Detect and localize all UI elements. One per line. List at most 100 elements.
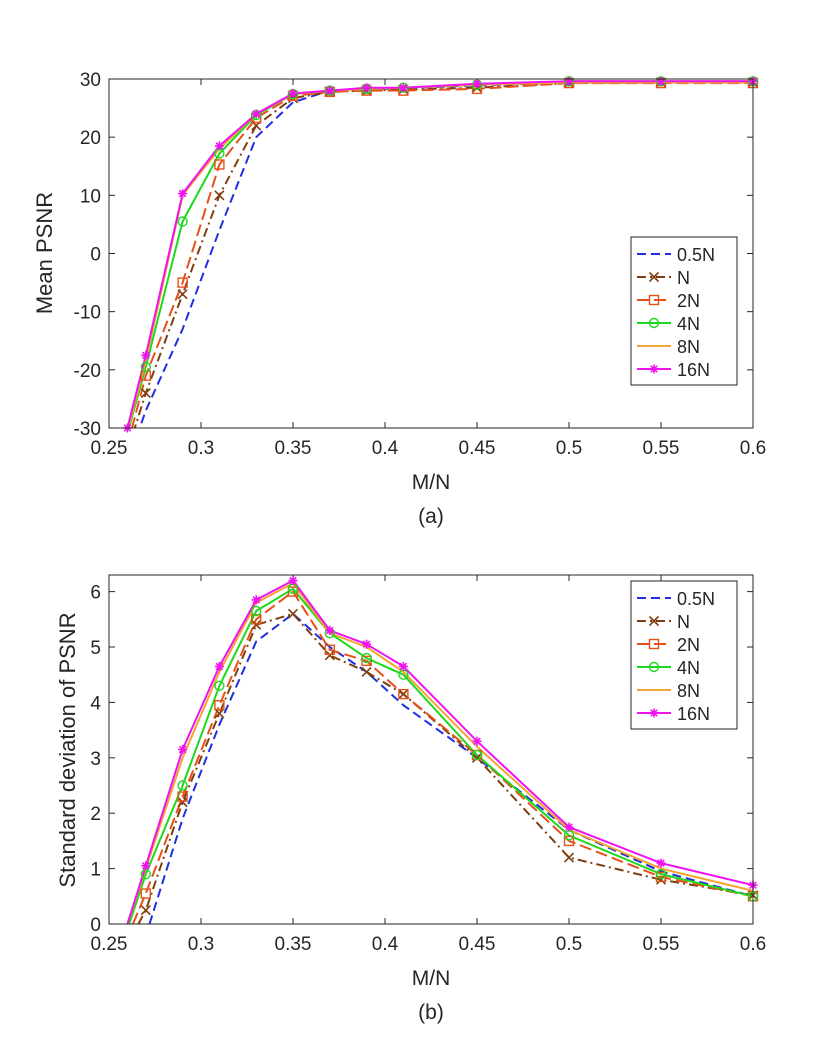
legend-entry: 2N bbox=[677, 635, 700, 655]
series-point-N bbox=[287, 608, 299, 619]
legend-entry: 4N bbox=[677, 314, 700, 334]
series-point-16N bbox=[362, 639, 372, 649]
legend-marker bbox=[648, 638, 660, 650]
series-point-4N bbox=[177, 216, 188, 227]
chart-a: 0.25 0.3 0.35 0.4 0.45 0.5 0.55 0.6 -30 -20 -10 0 10… bbox=[32, 70, 766, 528]
legend-marker bbox=[649, 708, 659, 718]
series-point-16N bbox=[141, 350, 151, 360]
series-point-2N bbox=[563, 835, 575, 847]
axes-b: 0.25 0.3 0.35 0.4 0.45 0.5 0.55 0.6 0 1 2 3 4 5 6 bbox=[90, 575, 766, 955]
legend-entry: 8N bbox=[677, 337, 700, 357]
legend-entry: 2N bbox=[677, 291, 700, 311]
series-point-16N bbox=[362, 83, 372, 93]
caption-a: (a) bbox=[418, 505, 444, 528]
series-point-2N bbox=[214, 159, 225, 170]
series-point-4N bbox=[140, 361, 152, 373]
y-tick-label: 0 bbox=[90, 245, 101, 266]
series-point-N bbox=[471, 752, 483, 763]
series-point-2N bbox=[655, 871, 667, 883]
x-tick-label: 0.6 bbox=[740, 934, 766, 955]
series-point-N bbox=[251, 619, 262, 630]
y-tick-label: -30 bbox=[74, 419, 101, 440]
series-point-16N bbox=[325, 86, 335, 96]
x-tick-label: 0.4 bbox=[372, 934, 399, 955]
axes-box-b bbox=[108, 574, 754, 925]
series-point-16N bbox=[178, 745, 188, 754]
x-tick-label: 0.5 bbox=[556, 934, 582, 955]
series-point-16N bbox=[288, 89, 298, 99]
axes-a: 0.25 0.3 0.35 0.4 0.45 0.5 0.55 0.6 -30 -20 -10 0 10… bbox=[74, 70, 767, 459]
series-point-4N bbox=[214, 680, 225, 691]
x-tick-label: 0.55 bbox=[643, 934, 680, 955]
series-point-N bbox=[324, 650, 335, 661]
x-tick-label: 0.5 bbox=[556, 438, 582, 459]
series-point-16N bbox=[472, 79, 482, 89]
series-point-4N bbox=[361, 652, 372, 664]
legend-box bbox=[630, 236, 738, 386]
legend-entry: 0.5N bbox=[677, 245, 715, 265]
series-point-N bbox=[140, 905, 151, 916]
legend-marker bbox=[649, 364, 659, 374]
series-point-4N bbox=[471, 749, 483, 761]
y-tick-label: 6 bbox=[90, 583, 101, 604]
legend-entry: 4N bbox=[677, 658, 700, 678]
legend-b: 0.5N N 2N 4N 8N 16N bbox=[630, 580, 738, 730]
y-tick-label: 10 bbox=[80, 186, 101, 207]
series-point-2N bbox=[140, 888, 152, 899]
series-point-2N bbox=[361, 655, 372, 667]
x-tick-label: 0.25 bbox=[91, 438, 128, 459]
series-point-16N bbox=[398, 661, 408, 671]
legend-a: 0.5N N 2N 4N 8N 16N bbox=[630, 236, 738, 386]
legend-entry: N bbox=[677, 612, 690, 632]
legend-marker bbox=[648, 615, 660, 627]
legend-marker bbox=[648, 317, 660, 329]
markers-group-b bbox=[140, 576, 759, 916]
series-point-4N bbox=[177, 780, 188, 791]
legend-marker bbox=[648, 271, 660, 283]
series-point-16N bbox=[251, 595, 261, 605]
x-tick-label: 0.55 bbox=[643, 438, 680, 459]
series-point-N bbox=[177, 797, 188, 808]
x-tick-label: 0.4 bbox=[372, 438, 399, 459]
series-point-2N bbox=[177, 791, 188, 802]
legend-entry: N bbox=[677, 268, 690, 288]
series-point-16N bbox=[141, 861, 151, 871]
x-axis-label-b: M/N bbox=[412, 967, 451, 990]
series-point-16N bbox=[214, 661, 224, 671]
series-point-N bbox=[563, 852, 575, 863]
series-point-2N bbox=[287, 586, 299, 597]
y-tick-label: 2 bbox=[90, 804, 101, 825]
series-point-4N bbox=[251, 605, 262, 617]
series-point-N bbox=[398, 689, 409, 700]
series-point-16N bbox=[564, 76, 574, 86]
series-point-16N bbox=[564, 822, 574, 832]
series-point-16N bbox=[472, 736, 482, 746]
legend-entry: 16N bbox=[677, 360, 710, 380]
legend-box bbox=[630, 580, 738, 730]
series-point-16N bbox=[398, 83, 408, 93]
series-point-N bbox=[214, 708, 225, 719]
x-tick-label: 0.3 bbox=[188, 438, 214, 459]
y-axis-label-a: Mean PSNR bbox=[32, 192, 57, 314]
series-point-N bbox=[177, 289, 188, 300]
series-point-16N bbox=[656, 76, 666, 86]
y-axis-label-b: Standard deviation of PSNR bbox=[55, 612, 80, 887]
y-tick-label: 20 bbox=[80, 128, 101, 149]
series-point-4N bbox=[655, 868, 667, 880]
series-point-N bbox=[655, 874, 667, 885]
caption-b: (b) bbox=[418, 1001, 444, 1024]
series-point-N bbox=[214, 190, 225, 201]
legend-entry: 16N bbox=[677, 704, 710, 724]
legend-marker bbox=[648, 294, 660, 306]
series-point-N bbox=[361, 666, 372, 678]
series-point-N bbox=[140, 388, 151, 399]
x-tick-label: 0.6 bbox=[740, 438, 766, 459]
y-tick-label: -10 bbox=[74, 303, 101, 324]
series-point-16N bbox=[288, 576, 298, 586]
series-line-2N bbox=[131, 590, 753, 924]
y-tick-label: 3 bbox=[90, 749, 101, 770]
series-point-2N bbox=[214, 699, 225, 711]
y-tick-label: 30 bbox=[80, 70, 101, 91]
